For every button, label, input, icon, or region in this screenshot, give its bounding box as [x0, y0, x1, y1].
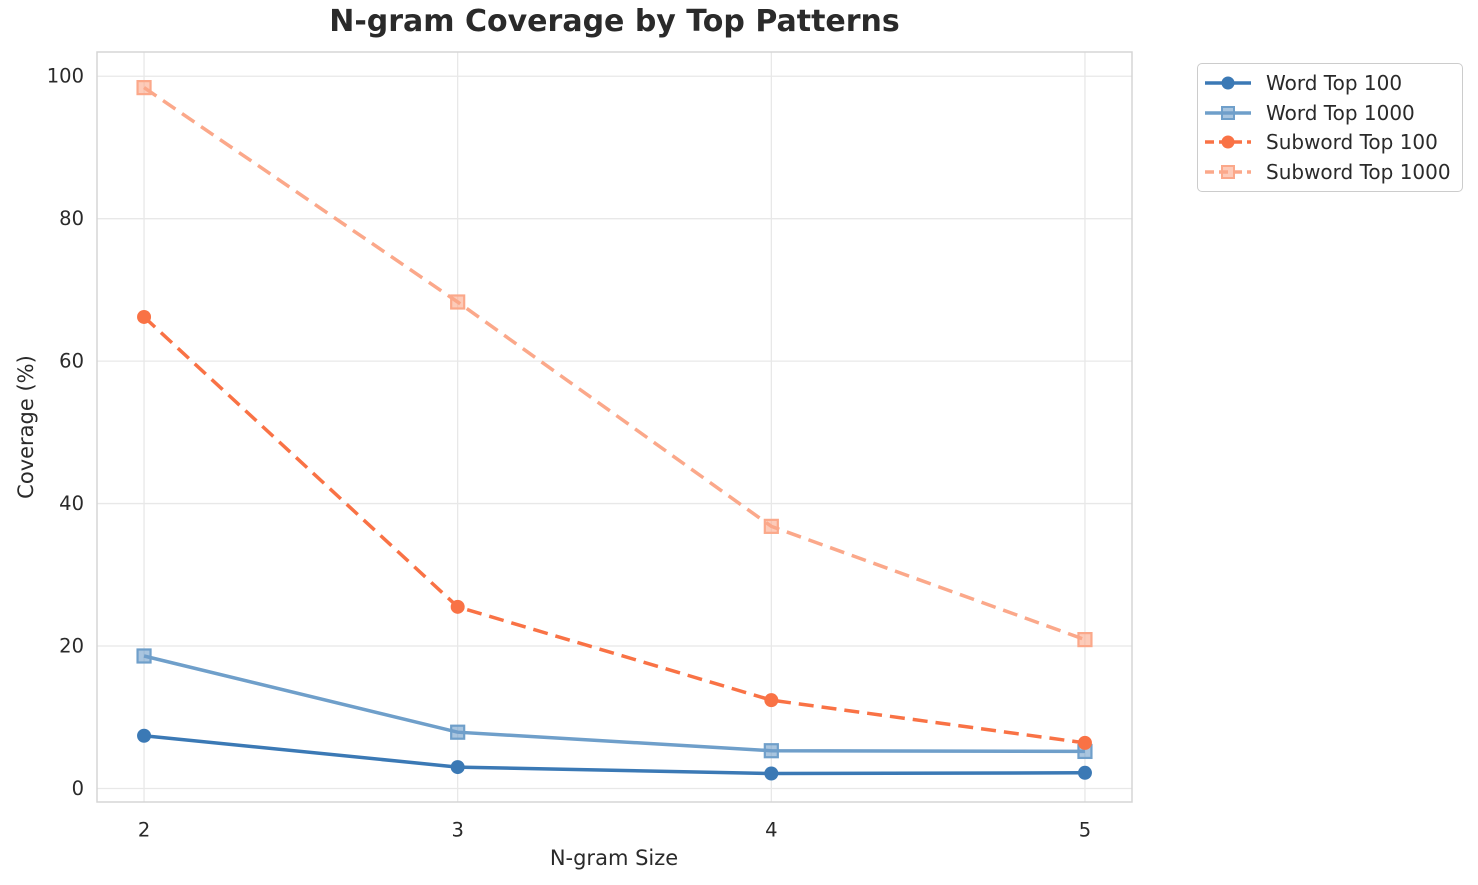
- gridlines: [97, 52, 1132, 802]
- x-tick-label-5: 5: [1079, 819, 1091, 842]
- marker-subword-top-100-n2: [137, 309, 152, 324]
- legend-label: Subword Top 100: [1266, 130, 1438, 155]
- circle-marker-icon: [1221, 76, 1235, 90]
- legend: Word Top 100 Word Top 1000 Subword Top 100…: [1197, 63, 1463, 192]
- marker-subword-top-100-n4: [764, 693, 779, 708]
- marker-word-top-1000-n2: [136, 648, 152, 664]
- marker-subword-top-1000-n3: [450, 294, 466, 310]
- legend-item-subword-top-1000: Subword Top 1000: [1204, 158, 1462, 186]
- marker-subword-top-1000-n4: [763, 518, 779, 534]
- square-marker-icon: [1221, 165, 1235, 180]
- marker-word-top-100-n2: [137, 728, 152, 743]
- line-word-top-100: [143, 734, 1085, 776]
- series-markers: [136, 80, 1093, 781]
- legend-label: Word Top 100: [1266, 70, 1403, 95]
- circle-marker-icon: [1221, 135, 1235, 149]
- legend-item-subword-top-100: Subword Top 100: [1204, 128, 1462, 156]
- x-tick-label-4: 4: [765, 819, 777, 842]
- x-tick-label-3: 3: [451, 819, 463, 842]
- legend-sample-solid-line-icon: [1205, 105, 1251, 120]
- marker-subword-top-100-n3: [450, 599, 465, 614]
- marker-word-top-1000-n3: [450, 724, 466, 740]
- y-tick-label-0: 0: [72, 777, 84, 800]
- legend-sample-dashed-line-icon: [1205, 135, 1251, 149]
- marker-word-top-100-n4: [764, 766, 779, 781]
- y-tick-label-100: 100: [47, 65, 84, 88]
- line-word-top-1000: [143, 654, 1085, 754]
- y-tick-label-40: 40: [59, 492, 84, 515]
- y-tick-labels: 0 20 40 60 80 100: [47, 65, 84, 800]
- series-lines: [142, 86, 1086, 776]
- line-subword-top-100: [142, 315, 1086, 745]
- legend-label: Word Top 1000: [1266, 100, 1415, 125]
- y-tick-label-80: 80: [59, 207, 84, 230]
- x-tick-labels: 2 3 4 5: [138, 819, 1091, 842]
- y-tick-label-20: 20: [59, 635, 84, 658]
- marker-subword-top-1000-n5: [1077, 632, 1093, 648]
- y-tick-label-60: 60: [59, 350, 84, 373]
- x-axis-label: N-gram Size: [549, 846, 679, 870]
- marker-word-top-1000-n4: [763, 743, 779, 759]
- marker-subword-top-100-n5: [1077, 735, 1092, 750]
- square-marker-icon: [1221, 105, 1235, 120]
- marker-word-top-100-n5: [1077, 765, 1092, 780]
- marker-subword-top-1000-n2: [136, 80, 152, 96]
- marker-word-top-100-n3: [450, 760, 465, 775]
- axes-spines: [96, 51, 1133, 803]
- chart-title: N-gram Coverage by Top Patterns: [329, 4, 900, 39]
- legend-item-word-top-1000: Word Top 1000: [1204, 99, 1462, 127]
- legend-sample-solid-line-icon: [1205, 76, 1251, 90]
- x-tick-label-2: 2: [138, 819, 150, 842]
- legend-label: Subword Top 1000: [1266, 160, 1451, 185]
- line-subword-top-1000: [143, 86, 1086, 642]
- legend-sample-dashed-line-icon: [1205, 165, 1251, 180]
- legend-item-word-top-100: Word Top 100: [1204, 69, 1462, 97]
